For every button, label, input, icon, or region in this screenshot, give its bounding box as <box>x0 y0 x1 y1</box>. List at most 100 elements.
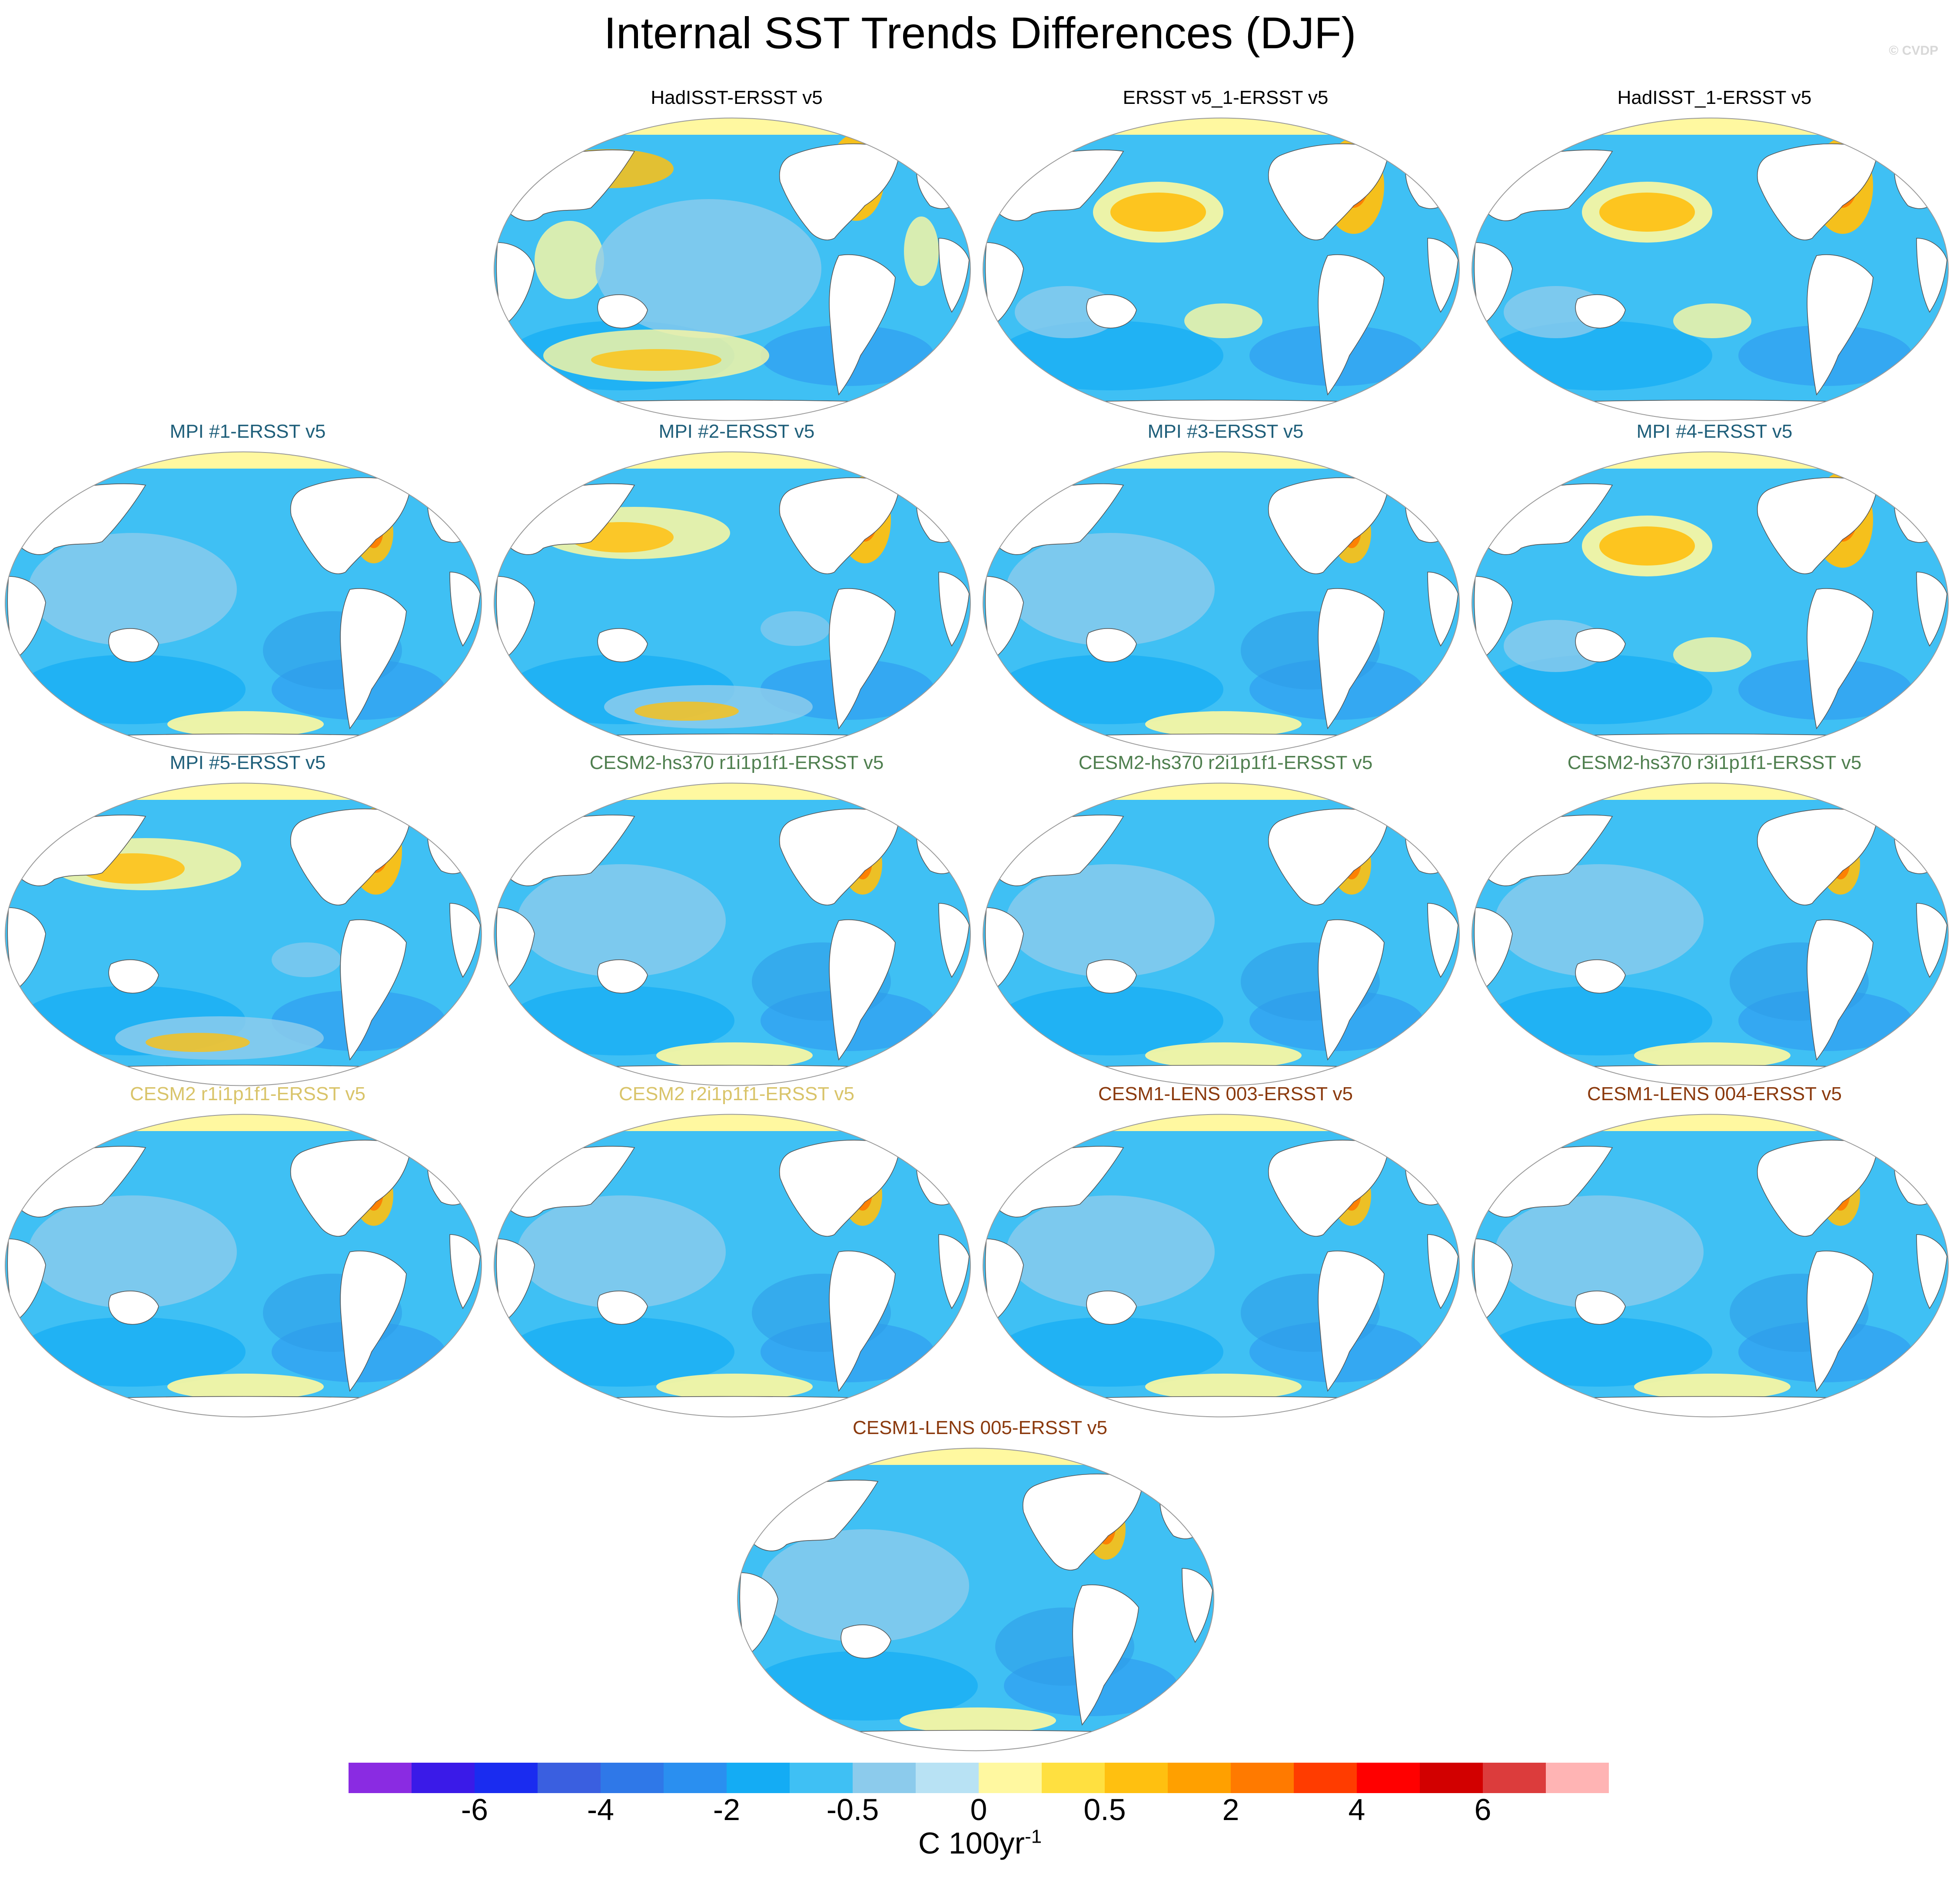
colorbar-swatch <box>1357 1763 1420 1793</box>
land-mass <box>1086 1291 1137 1325</box>
land-mass <box>829 1250 896 1392</box>
colorbar-swatch <box>538 1763 601 1793</box>
colorbar-tick-label: -6 <box>461 1793 488 1824</box>
colorbar-swatch <box>475 1763 538 1793</box>
land-mass <box>1474 1238 1513 1322</box>
panel-title: HadISST_1-ERSST v5 <box>1617 87 1812 108</box>
land-mass <box>1318 919 1385 1061</box>
land-mass <box>1916 903 1947 978</box>
sst-trend-map <box>5 1114 482 1418</box>
colorbar-tick-label: 6 <box>1475 1793 1492 1824</box>
sst-trend-map <box>1472 451 1949 755</box>
land-mass <box>597 1291 648 1325</box>
map-panel: MPI #5-ERSST v5 <box>2 752 493 1091</box>
sst-trend-map <box>494 782 971 1086</box>
land-mass <box>829 254 896 396</box>
land-mass <box>496 242 535 326</box>
colorbar-swatch <box>916 1763 979 1793</box>
land-mass <box>556 399 909 421</box>
land-mass <box>556 1396 909 1417</box>
panel-title: CESM2 r2i1p1f1-ERSST v5 <box>618 1083 855 1105</box>
land-mass <box>1318 1250 1385 1392</box>
panel-title: CESM1-LENS 003-ERSST v5 <box>1098 1083 1353 1105</box>
sst-trend-map <box>1472 782 1949 1086</box>
map-panel: CESM2 r1i1p1f1-ERSST v5 <box>2 1083 493 1422</box>
map-panel: CESM1-LENS 004-ERSST v5 <box>1469 1083 1960 1422</box>
colorbar-swatch <box>1546 1763 1609 1793</box>
sst-trend-map <box>1472 117 1949 421</box>
map-panel: CESM1-LENS 003-ERSST v5 <box>980 1083 1471 1422</box>
land-mass <box>840 1624 891 1659</box>
sst-trend-map <box>737 1448 1214 1751</box>
land-mass <box>7 1238 46 1322</box>
land-mass <box>1318 254 1385 396</box>
land-mass <box>1427 1234 1458 1309</box>
map-panel: CESM2 r2i1p1f1-ERSST v5 <box>491 1083 982 1422</box>
panel-title: HadISST-ERSST v5 <box>651 87 823 108</box>
land-mass <box>7 576 46 660</box>
land-mass <box>938 238 970 313</box>
map-panel: MPI #1-ERSST v5 <box>2 421 493 760</box>
land-mass <box>1534 399 1887 421</box>
land-mass <box>1045 1396 1398 1417</box>
globe-outline <box>983 451 1460 755</box>
map-panel: HadISST_1-ERSST v5 <box>1469 87 1960 426</box>
map-panel: MPI #2-ERSST v5 <box>491 421 982 760</box>
colorbar-swatch <box>1105 1763 1168 1793</box>
globe-outline <box>494 117 971 421</box>
colorbar-swatch <box>1042 1763 1105 1793</box>
panel-title: CESM1-LENS 005-ERSST v5 <box>852 1417 1108 1438</box>
land-mass <box>1474 242 1513 326</box>
sst-trend-map <box>494 1114 971 1418</box>
land-mass <box>1045 399 1398 421</box>
map-panel: ERSST v5_1-ERSST v5 <box>980 87 1471 426</box>
land-mass <box>1916 572 1947 647</box>
sst-trend-map <box>494 451 971 755</box>
colorbar-tick-label: 0.5 <box>1083 1793 1126 1824</box>
panel-title: MPI #4-ERSST v5 <box>1636 421 1793 442</box>
land-mass <box>938 1234 970 1309</box>
land-mass <box>496 1238 535 1322</box>
land-mass <box>597 294 648 329</box>
land-mass <box>1807 588 1874 729</box>
colorbar-swatch <box>601 1763 664 1793</box>
land-mass <box>938 572 970 647</box>
globe-outline <box>737 1448 1214 1751</box>
land-mass <box>449 572 481 647</box>
colorbar-tick-label: 4 <box>1349 1793 1365 1824</box>
land-mass <box>985 242 1024 326</box>
cvdp-credit: © CVDP <box>1889 43 1938 58</box>
land-mass <box>1575 959 1626 994</box>
land-mass <box>340 919 407 1061</box>
land-mass <box>1072 1584 1139 1726</box>
sst-trend-map <box>983 782 1460 1086</box>
globe-outline <box>1472 117 1949 421</box>
colorbar-tick-label: -2 <box>713 1793 740 1824</box>
land-mass <box>799 1730 1152 1751</box>
land-mass <box>340 588 407 729</box>
land-mass <box>449 1234 481 1309</box>
colorbar-swatch <box>1231 1763 1294 1793</box>
land-mass <box>108 628 159 662</box>
land-mass <box>1575 628 1626 662</box>
colorbar-swatch <box>1420 1763 1483 1793</box>
land-mass <box>829 919 896 1061</box>
colorbar-swatch <box>790 1763 853 1793</box>
land-mass <box>1807 1250 1874 1392</box>
land-mass <box>597 959 648 994</box>
land-mass <box>1086 628 1137 662</box>
land-mass <box>1474 576 1513 660</box>
globe-outline <box>1472 451 1949 755</box>
colorbar-swatch <box>1483 1763 1546 1793</box>
map-panel: CESM1-LENS 005-ERSST v5 <box>734 1417 1226 1756</box>
sst-trend-map <box>983 117 1460 421</box>
land-mass <box>340 1250 407 1392</box>
colorbar-tick-label: 2 <box>1223 1793 1239 1824</box>
map-panel: CESM2-hs370 r1i1p1f1-ERSST v5 <box>491 752 982 1091</box>
land-mass <box>67 1396 420 1417</box>
colorbar-swatch <box>349 1763 412 1793</box>
land-mass <box>597 628 648 662</box>
land-mass <box>739 1572 778 1656</box>
map-panel: CESM2-hs370 r3i1p1f1-ERSST v5 <box>1469 752 1960 1091</box>
panel-title: CESM2-hs370 r3i1p1f1-ERSST v5 <box>1567 752 1862 773</box>
